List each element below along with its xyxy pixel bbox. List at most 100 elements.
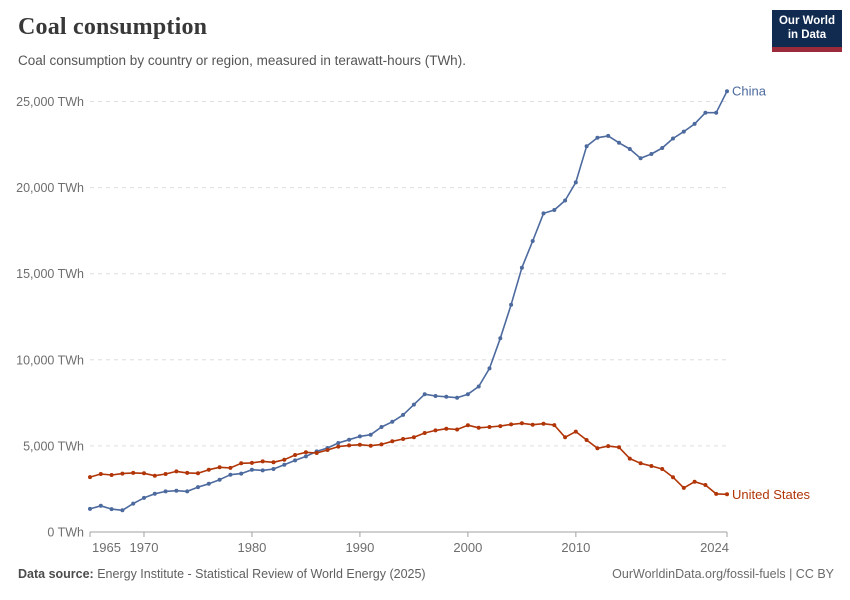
owid-logo[interactable]: Our World in Data [771,10,842,52]
data-point[interactable] [206,481,211,486]
data-point[interactable] [649,464,654,468]
data-point[interactable] [725,492,729,497]
data-point[interactable] [530,239,535,243]
data-point[interactable] [541,421,546,426]
data-point[interactable] [692,121,697,126]
data-point[interactable] [217,477,222,482]
data-point[interactable] [228,472,233,477]
data-point[interactable] [487,366,492,371]
data-point[interactable] [606,444,611,449]
data-point[interactable] [239,461,244,466]
data-point[interactable] [422,431,427,435]
data-point[interactable] [357,442,362,447]
data-point[interactable] [671,136,675,141]
data-point[interactable] [465,423,470,428]
data-point[interactable] [444,394,449,399]
data-point[interactable] [411,435,416,440]
data-point[interactable] [606,133,611,138]
data-point[interactable] [109,473,114,477]
data-point[interactable] [401,437,406,441]
data-point[interactable] [196,471,200,476]
data-point[interactable] [336,441,341,445]
data-point[interactable] [519,421,524,426]
data-point[interactable] [239,471,244,476]
data-point[interactable] [120,471,125,476]
data-point[interactable] [681,485,686,490]
data-point[interactable] [282,457,287,462]
data-point[interactable] [519,265,524,270]
data-point[interactable] [120,508,125,513]
data-point[interactable] [714,491,719,496]
data-point[interactable] [152,473,157,478]
data-point[interactable] [465,392,470,397]
data-point[interactable] [638,461,643,466]
series-label-china[interactable]: China [732,84,767,99]
data-point[interactable] [509,422,514,427]
data-point[interactable] [249,460,254,465]
data-point[interactable] [725,89,729,94]
data-point[interactable] [98,472,103,476]
data-point[interactable] [185,470,190,475]
data-point[interactable] [563,198,568,203]
data-point[interactable] [509,302,514,307]
data-point[interactable] [487,425,492,429]
data-point[interactable] [249,467,254,472]
data-point[interactable] [573,429,578,434]
data-point[interactable] [163,472,168,476]
data-point[interactable] [271,460,276,465]
data-point[interactable] [433,394,438,398]
data-point[interactable] [390,439,395,444]
data-point[interactable] [498,336,503,341]
data-point[interactable] [379,442,384,447]
data-point[interactable] [163,489,168,494]
data-point[interactable] [703,110,708,115]
data-point[interactable] [552,423,557,428]
data-point[interactable] [455,395,460,400]
data-point[interactable] [422,392,427,397]
data-point[interactable] [530,422,535,427]
data-point[interactable] [131,501,136,506]
data-point[interactable] [368,432,373,437]
data-point[interactable] [627,147,632,151]
data-point[interactable] [206,467,211,472]
footer-link[interactable]: OurWorldinData.org/fossil-fuels | CC BY [612,567,834,581]
data-point[interactable] [649,152,654,156]
data-point[interactable] [109,507,114,512]
data-point[interactable] [692,479,697,484]
data-point[interactable] [671,475,675,480]
data-point[interactable] [131,470,136,475]
data-point[interactable] [174,488,179,493]
data-point[interactable] [336,444,341,449]
data-point[interactable] [260,459,265,464]
data-point[interactable] [98,503,103,508]
data-point[interactable] [476,384,481,389]
data-point[interactable] [196,485,200,490]
data-point[interactable] [368,443,373,448]
data-point[interactable] [293,453,298,457]
data-point[interactable] [638,156,643,161]
data-point[interactable] [595,135,600,140]
data-point[interactable] [433,428,438,433]
data-point[interactable] [476,425,481,430]
data-point[interactable] [617,140,621,145]
data-point[interactable] [260,468,265,473]
data-point[interactable] [573,180,578,185]
data-point[interactable] [314,451,319,455]
data-point[interactable] [584,144,589,149]
data-point[interactable] [347,443,352,448]
data-point[interactable] [595,446,600,451]
data-point[interactable] [379,425,384,429]
data-point[interactable] [325,448,330,452]
data-point[interactable] [271,467,276,471]
data-point[interactable] [714,110,719,115]
data-point[interactable] [303,454,308,459]
series-label-united-states[interactable]: United States [732,487,811,502]
data-point[interactable] [584,438,589,442]
data-point[interactable] [552,208,557,212]
data-point[interactable] [217,465,222,470]
data-point[interactable] [390,419,395,424]
data-point[interactable] [411,402,416,407]
data-point[interactable] [142,495,146,500]
data-point[interactable] [617,445,621,450]
data-point[interactable] [541,211,546,216]
